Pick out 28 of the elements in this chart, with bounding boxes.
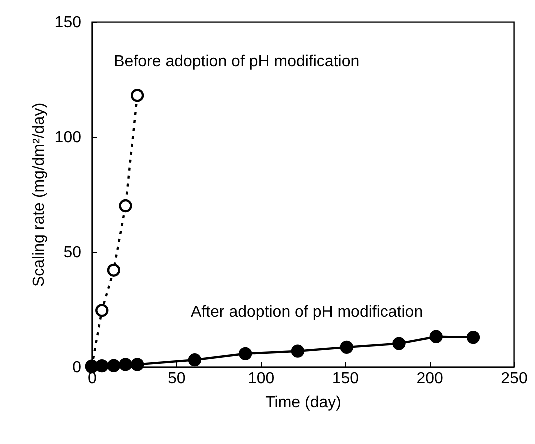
point [119,199,132,213]
x-tick-label: 100 [248,370,275,388]
y-axis-title: Scaling rate (mg/dm²/day) [30,102,48,288]
point [430,330,443,344]
point [466,330,480,344]
point [107,359,121,372]
x-tick-label: 150 [332,370,360,388]
x-tick-label: 50 [168,370,186,388]
x-tick-label: 250 [501,370,528,388]
y-tick-label: 150 [54,14,82,32]
x-tick-label: 200 [416,370,444,388]
y-tick-label: 0 [72,360,82,376]
y-tick-label: 50 [64,244,82,262]
series-label: Before adoption of pH modification [114,54,360,71]
point [392,337,406,350]
point [239,347,252,360]
point [96,360,109,373]
point [131,358,144,372]
point [96,304,109,318]
x-axis-title: Time (day) [266,394,342,412]
y-tick-label: 100 [54,130,82,146]
point [107,264,121,277]
point [291,344,305,358]
series-label: After adoption of pH modification [190,304,424,321]
point [119,358,132,372]
point [131,89,144,102]
point [188,354,202,367]
point [340,340,354,354]
